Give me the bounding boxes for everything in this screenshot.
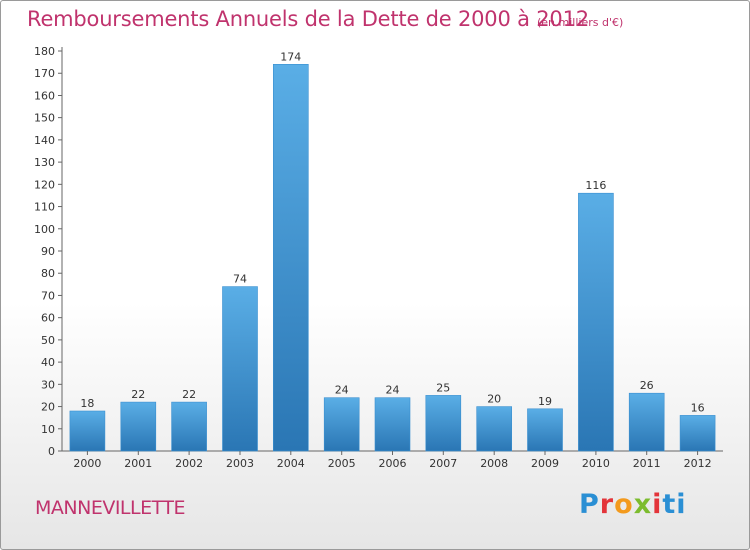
data-label: 116: [585, 179, 606, 192]
x-tick-label: 2000: [73, 457, 101, 470]
x-tick-label: 2011: [633, 457, 661, 470]
data-label: 25: [436, 381, 450, 394]
data-label: 24: [386, 384, 400, 397]
commune-name: MANNEVILLETTE: [35, 497, 185, 519]
value-labels: 18 22 22 74 174 24 24 25 20 19 116 26 16: [80, 50, 704, 414]
bar: [578, 192, 614, 452]
bar: [628, 392, 665, 452]
x-tick-label: 2002: [175, 457, 203, 470]
x-tick-label: 2009: [531, 457, 559, 470]
bar: [323, 397, 360, 452]
x-tick-label: 2008: [480, 457, 508, 470]
y-tick-label: 150: [34, 112, 55, 125]
y-tick-label: 40: [41, 356, 55, 369]
chart-title: Remboursements Annuels de la Dette de 20…: [27, 7, 589, 31]
y-tick-label: 10: [41, 423, 55, 436]
x-tick-label: 2012: [684, 457, 712, 470]
chart-subtitle: (en milliers d'€): [537, 16, 624, 29]
y-tick-label: 20: [41, 401, 55, 414]
bars: [69, 63, 716, 452]
data-label: 22: [131, 388, 145, 401]
data-label: 20: [487, 393, 501, 406]
logo-letter: P: [579, 489, 600, 520]
x-tick-label: 2007: [429, 457, 457, 470]
logo-letter: r: [599, 489, 615, 520]
bar: [476, 406, 513, 452]
y-tick-label: 30: [41, 378, 55, 391]
y-tick-label: 140: [34, 134, 55, 147]
y-tick-label: 110: [34, 201, 55, 214]
x-tick-label: 2010: [582, 457, 610, 470]
x-axis-ticks: 2000 2001 2002 2003 2004 2005 2006 2007 2008 2009…: [73, 451, 712, 470]
y-tick-label: 100: [34, 223, 55, 236]
y-tick-label: 60: [41, 312, 55, 325]
data-label: 74: [233, 273, 247, 286]
bar: [69, 410, 106, 452]
bar: [222, 286, 258, 452]
bar: [527, 408, 563, 452]
data-label: 16: [691, 401, 705, 414]
data-label: 26: [640, 379, 654, 392]
x-tick-label: 2001: [124, 457, 152, 470]
y-axis-ticks: 0 10 20 30 40 50 60 70 80 90 100 110 120 130 140 150 160…: [34, 45, 62, 458]
proxiti-logo: Proxiti: [579, 489, 687, 520]
logo-letter: x: [633, 489, 653, 520]
y-tick-label: 0: [48, 445, 55, 458]
logo-letter: o: [614, 489, 634, 520]
x-tick-label: 2004: [277, 457, 305, 470]
y-tick-label: 170: [34, 67, 55, 80]
y-tick-label: 90: [41, 245, 55, 258]
logo-letter: i: [652, 489, 663, 520]
data-label: 19: [538, 395, 552, 408]
bar: [171, 401, 207, 452]
data-label: 22: [182, 388, 196, 401]
y-tick-label: 160: [34, 89, 55, 102]
y-tick-label: 120: [34, 178, 55, 191]
bar: [679, 415, 716, 452]
x-tick-label: 2006: [379, 457, 407, 470]
logo-letter: ti: [662, 489, 687, 520]
data-label: 18: [80, 397, 94, 410]
bar: [425, 395, 462, 452]
y-tick-label: 70: [41, 289, 55, 302]
y-tick-label: 80: [41, 267, 55, 280]
bar: [374, 397, 411, 452]
bar: [272, 63, 309, 452]
y-tick-label: 180: [34, 45, 55, 58]
x-tick-label: 2003: [226, 457, 254, 470]
bar: [120, 401, 157, 452]
data-label: 24: [335, 384, 349, 397]
y-tick-label: 130: [34, 156, 55, 169]
y-tick-label: 50: [41, 334, 55, 347]
data-label: 174: [280, 50, 301, 63]
x-tick-label: 2005: [328, 457, 356, 470]
